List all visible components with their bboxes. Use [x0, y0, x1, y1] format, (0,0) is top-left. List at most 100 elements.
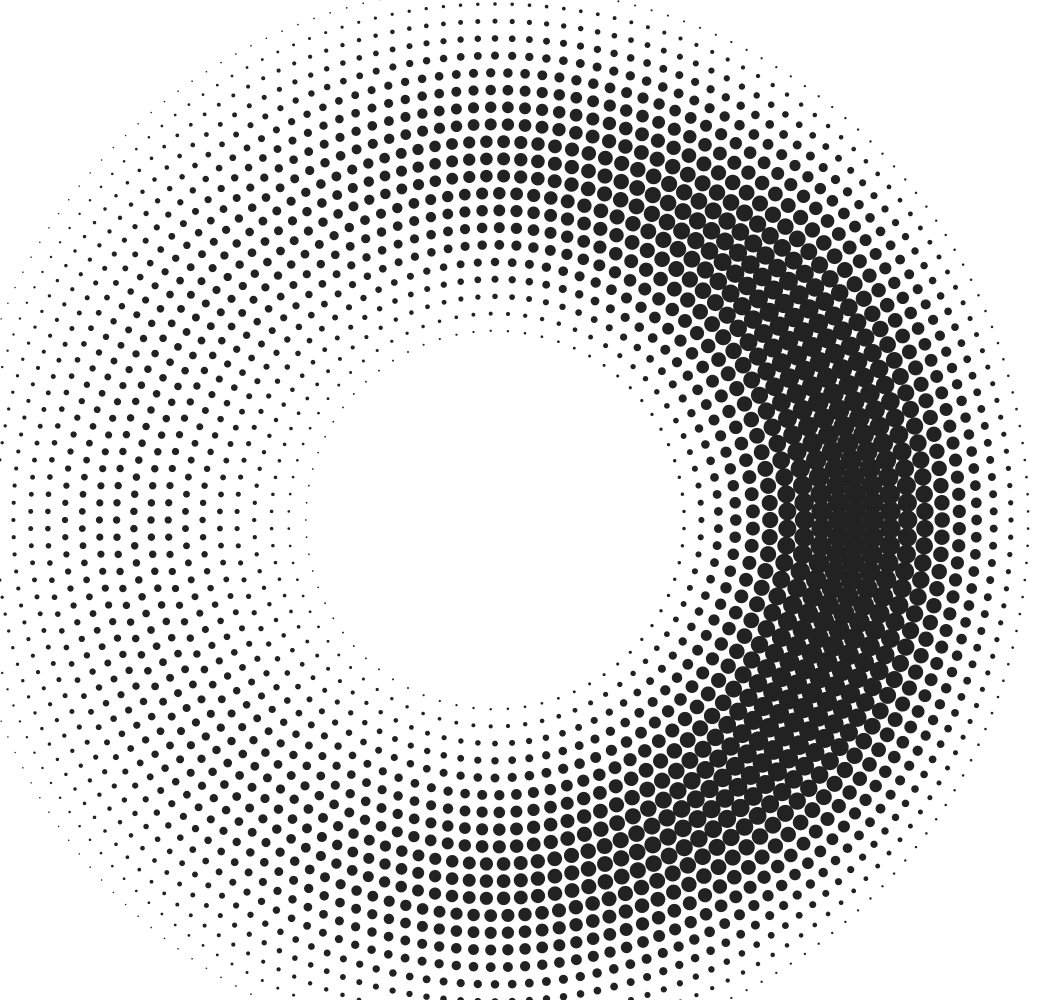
halftone-dot [830, 284, 849, 302]
halftone-dot [332, 761, 341, 770]
halftone-dot [710, 985, 715, 991]
halftone-dot [729, 497, 741, 509]
halftone-dot [895, 561, 915, 581]
halftone-dot [794, 659, 816, 680]
halftone-dot [485, 944, 497, 956]
halftone-dot [74, 619, 81, 626]
halftone-dot [281, 30, 283, 33]
halftone-dot [351, 885, 362, 896]
halftone-dot [493, 823, 506, 836]
halftone-dot [738, 83, 746, 90]
halftone-dot [865, 817, 875, 828]
halftone-dot [408, 830, 420, 843]
halftone-dot [918, 393, 934, 409]
halftone-dot [193, 382, 201, 390]
halftone-dot [37, 423, 43, 429]
halftone-dot [645, 855, 662, 872]
halftone-dot [101, 448, 109, 456]
halftone-dot [272, 126, 280, 134]
halftone-dot [763, 740, 784, 760]
halftone-dot [258, 340, 265, 348]
halftone-dot [743, 787, 763, 806]
halftone-dot [935, 640, 949, 654]
halftone-dot [544, 226, 557, 239]
halftone-dot [245, 227, 254, 237]
halftone-dot [994, 636, 1000, 643]
halftone-dot [463, 153, 476, 166]
halftone-dot [554, 72, 565, 83]
halftone-dot [166, 290, 174, 299]
halftone-dot [715, 430, 727, 442]
halftone-dot [875, 863, 881, 869]
halftone-dot [832, 321, 853, 341]
halftone-dot [879, 336, 896, 353]
halftone-dot [633, 688, 642, 697]
halftone-dot [159, 658, 167, 667]
halftone-dot [722, 404, 736, 419]
halftone-dot [89, 365, 96, 372]
halftone-dot [685, 347, 699, 360]
halftone-dot [510, 222, 523, 235]
halftone-dot [676, 980, 684, 987]
halftone-dot [770, 82, 775, 88]
halftone-dot [173, 923, 177, 927]
halftone-dot [824, 714, 844, 734]
halftone-dot [859, 234, 872, 247]
halftone-dot [757, 563, 774, 580]
halftone-dot [57, 212, 60, 215]
halftone-dot [789, 868, 801, 881]
halftone-dot [342, 631, 344, 634]
halftone-dot [564, 883, 580, 898]
halftone-dot [840, 336, 861, 356]
halftone-dot [273, 226, 284, 236]
halftone-dot [182, 507, 189, 515]
halftone-dot [292, 61, 297, 66]
halftone-dot [859, 560, 881, 583]
halftone-dot [423, 23, 429, 29]
halftone-dot [544, 783, 557, 796]
halftone-dot [440, 21, 446, 27]
halftone-dot [400, 917, 411, 929]
halftone-dot [392, 359, 394, 362]
halftone-dot [687, 232, 705, 250]
halftone-dot [412, 866, 425, 879]
halftone-dot [250, 269, 260, 278]
halftone-dot [428, 887, 442, 900]
halftone-dot [734, 909, 745, 921]
halftone-dot [400, 77, 410, 87]
halftone-dot [288, 895, 297, 904]
halftone-dot [295, 683, 301, 690]
halftone-dot [682, 896, 697, 911]
halftone-dot [412, 161, 424, 173]
halftone-dot [952, 521, 966, 536]
halftone-dot [375, 746, 383, 754]
halftone-dot [525, 52, 534, 62]
halftone-dot [30, 382, 35, 387]
halftone-dot [802, 432, 823, 454]
halftone-dot [509, 18, 515, 25]
halftone-dot [474, 276, 482, 284]
halftone-dot [22, 271, 24, 273]
halftone-dot [151, 567, 159, 576]
halftone-dot [230, 74, 234, 78]
halftone-dot [792, 890, 802, 900]
halftone-dot [493, 806, 506, 819]
halftone-dot [273, 417, 279, 423]
halftone-dot [364, 194, 375, 205]
halftone-dot [968, 463, 980, 474]
halftone-dot [492, 740, 498, 747]
halftone-dot [333, 209, 343, 219]
halftone-dot [55, 757, 60, 762]
halftone-dot [364, 657, 367, 660]
halftone-dot [416, 903, 429, 915]
halftone-dot [186, 634, 195, 642]
halftone-dot [628, 37, 634, 43]
halftone-dot [832, 359, 853, 380]
halftone-dot [688, 810, 707, 829]
halftone-dot [49, 255, 53, 259]
halftone-dot [593, 768, 606, 781]
halftone-dot [246, 848, 255, 857]
halftone-dot [433, 905, 446, 918]
halftone-dot [957, 692, 966, 701]
halftone-dot [284, 670, 291, 676]
